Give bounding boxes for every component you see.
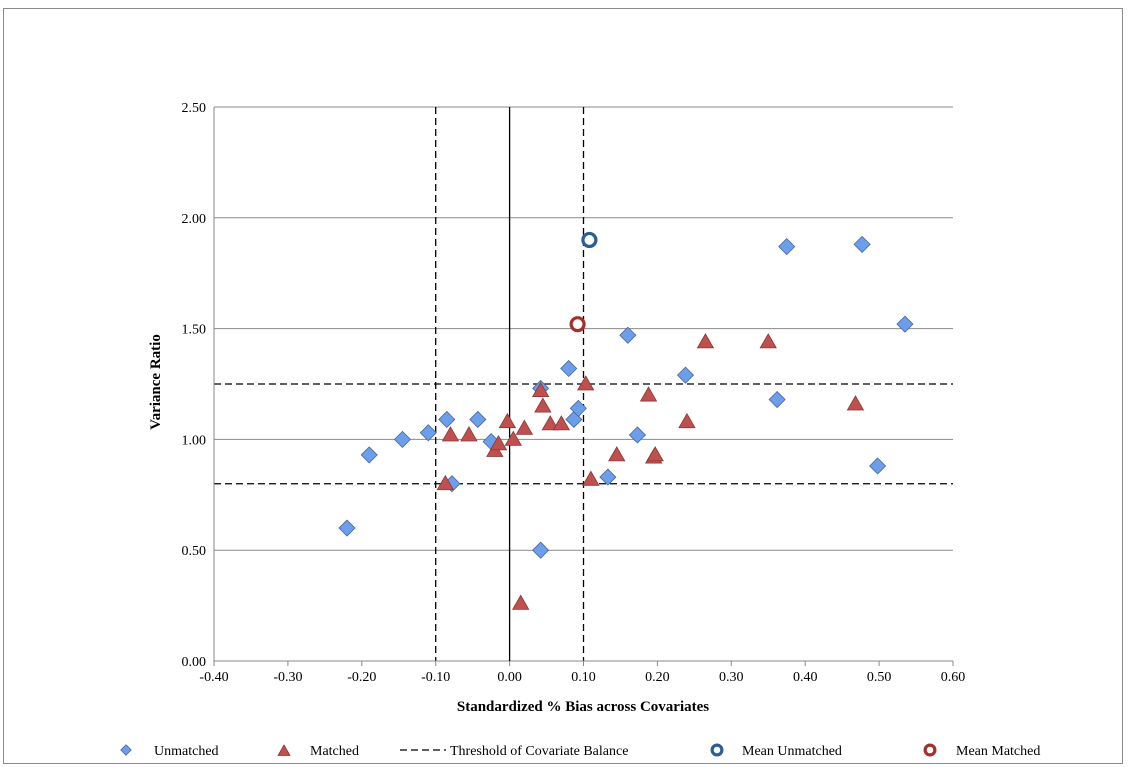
x-tick-label-2: -0.20 [347,670,376,685]
y-axis-title: Variance Ratio [148,334,164,430]
point-matched-21 [759,333,777,349]
point-matched-13 [577,375,595,391]
point-matched-19 [678,412,696,429]
point-unmatched-0 [338,519,356,537]
y-tick-label-2: 1.00 [182,433,207,448]
x-tick-label-8: 0.40 [793,670,818,685]
point-matched-12 [552,415,571,431]
point-unmatched-4 [438,410,456,429]
x-tick-label-7: 0.30 [719,670,744,685]
point-matched-22 [846,395,865,411]
x-axis-title: Standardized % Bias across Covariates [457,699,709,715]
y-tick-label-3: 1.50 [182,323,207,338]
x-tick-label-0: -0.40 [199,670,228,685]
point-matched-10 [534,397,552,413]
point-unmatched-19 [853,235,871,253]
point-matched-11 [541,415,559,431]
point-matched-8 [515,419,534,435]
point-unmatched-18 [778,238,796,256]
point-unmatched-20 [869,457,887,475]
point-unmatched-17 [768,390,786,409]
point-unmatched-15 [628,426,647,444]
data-points [338,231,914,610]
x-tick-label-1: -0.30 [273,670,302,685]
legend-marker-mean-matched [923,743,937,757]
point-matched-4 [489,435,508,451]
point-unmatched-13 [599,468,617,486]
point-matched-2 [460,426,478,442]
legend-label-mean-matched: Mean Matched [956,744,1040,759]
point-unmatched-1 [360,446,378,464]
point-matched-7 [511,594,530,610]
point-matched-9 [531,381,550,398]
point-matched-14 [582,470,600,486]
y-tick-label-0: 0.00 [182,655,207,670]
point-unmatched-12 [569,399,587,417]
point-unmatched-21 [896,315,914,333]
legend-label-unmatched: Unmatched [154,744,219,759]
legend: Unmatched Matched Threshold of Covariate… [120,743,1040,759]
legend-label-threshold: Threshold of Covariate Balance [450,744,628,759]
point-matched-15 [608,446,626,462]
point-unmatched-2 [393,430,412,448]
y-tick-label-1: 0.50 [182,544,207,559]
x-tick-label-4: 0.00 [497,670,522,685]
point-matched-1 [441,426,460,442]
y-tick-label-4: 2.00 [182,212,207,227]
legend-markers [120,743,937,757]
x-tick-label-6: 0.20 [645,670,670,685]
point-unmatched-14 [619,326,637,344]
point-matched-0 [436,474,454,491]
legend-marker-unmatched [120,744,132,756]
point-unmatched-6 [469,410,487,429]
legend-label-mean-unmatched: Mean Unmatched [742,744,842,759]
point-unmatched-10 [560,359,578,378]
point-matched-6 [504,430,522,446]
point-matched-5 [498,412,517,429]
point-unmatched-16 [676,366,695,384]
legend-marker-matched [277,744,291,756]
point-mean-matched-0 [569,316,586,333]
x-tick-label-9: 0.50 [867,670,892,685]
point-mean-unmatched-0 [581,231,598,249]
legend-label-matched: Matched [310,744,359,759]
chart-frame [3,8,1123,764]
point-matched-20 [696,333,715,349]
legend-marker-mean-unmatched [710,743,724,757]
point-unmatched-3 [419,424,437,442]
point-matched-16 [639,386,658,402]
x-tick-label-3: -0.10 [421,670,450,685]
tick-labels: 0.00 0.50 1.00 1.50 2.00 2.50 -0.40 -0.30 -0.20 -… [182,101,966,685]
axes [213,107,954,666]
point-matched-18 [646,446,664,462]
y-tick-label-5: 2.50 [182,101,207,116]
x-tick-label-5: 0.10 [571,670,596,685]
x-tick-label-10: 0.60 [941,670,966,685]
point-unmatched-9 [532,541,550,559]
